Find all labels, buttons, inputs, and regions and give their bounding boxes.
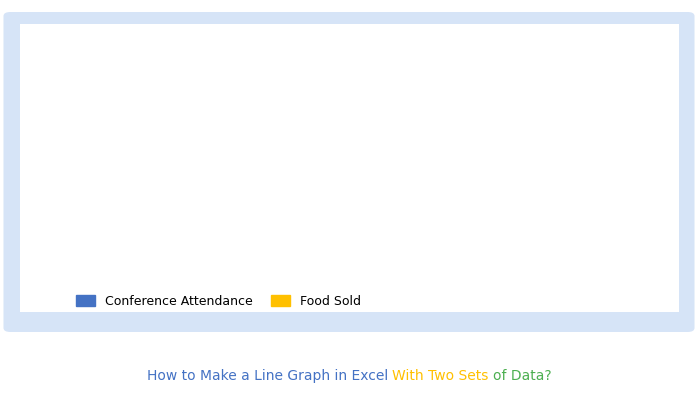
Conference Attendance (103, 176, 112, 181)
X-axis label: Years: Years (325, 268, 359, 281)
Text: How to Make a Line Graph in Excel: How to Make a Line Graph in Excel (147, 369, 392, 383)
Text: With Two Sets: With Two Sets (392, 369, 493, 383)
Food Sold (416, 106, 424, 111)
Food Sold (572, 78, 581, 83)
Food Sold (181, 169, 190, 174)
Conference Attendance (572, 48, 581, 53)
Line: Food Sold: Food Sold (104, 77, 580, 213)
Y-axis label: Food Sold: Food Sold (650, 113, 660, 167)
Food Sold (260, 85, 268, 90)
Y-axis label: Conference Attendance: Conference Attendance (31, 74, 41, 206)
Conference Attendance (494, 68, 503, 73)
Conference Attendance (260, 109, 268, 114)
Food Sold (494, 110, 503, 114)
Conference Attendance (338, 126, 346, 131)
Food Sold (338, 158, 346, 163)
Text: of Data?: of Data? (493, 369, 551, 383)
Line: Conference Attendance: Conference Attendance (104, 47, 580, 182)
Food Sold (103, 207, 112, 212)
Legend: Conference Attendance, Food Sold: Conference Attendance, Food Sold (76, 295, 361, 308)
Conference Attendance (181, 133, 190, 138)
Conference Attendance (416, 93, 424, 98)
